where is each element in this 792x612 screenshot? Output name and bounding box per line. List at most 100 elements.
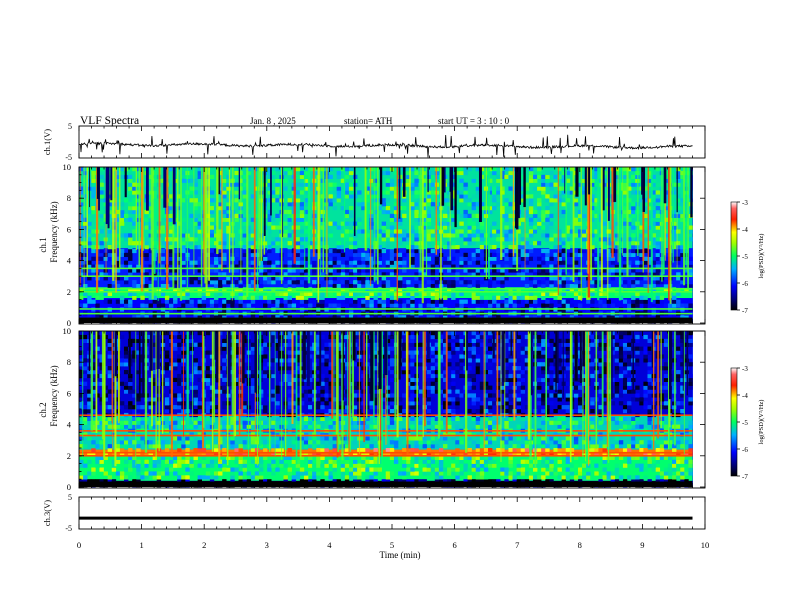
spectrogram-cell	[676, 245, 681, 250]
spectrogram-cell	[328, 248, 333, 254]
spectrogram-cell	[381, 284, 387, 289]
spectrogram-cell	[606, 471, 611, 476]
spectrogram-cell	[111, 424, 117, 429]
spectrogram-cell	[373, 202, 378, 207]
spectrogram-cell	[500, 471, 505, 476]
spectrogram-cell	[353, 463, 358, 468]
spectrogram-cell	[557, 209, 562, 215]
spectrogram-cell	[577, 178, 583, 183]
spectrogram-cell	[549, 284, 554, 289]
spectrogram-cell	[532, 284, 538, 289]
spectrogram-cell	[479, 237, 485, 242]
spectrogram-cell	[393, 229, 399, 234]
spectrogram-cell	[500, 440, 505, 445]
spectrogram-cell	[655, 451, 661, 457]
spectrogram-cell	[582, 475, 587, 480]
spectrogram-cell	[250, 167, 256, 172]
spectrogram-cell	[659, 444, 665, 449]
spectrogram-cell	[573, 436, 579, 441]
spectrogram-cell	[447, 241, 452, 246]
spectrogram-cell	[463, 256, 468, 261]
spectrogram-cell	[565, 217, 571, 222]
spectrogram-cell	[99, 479, 104, 484]
spectrogram-cell	[303, 280, 309, 285]
spectrogram-cell	[181, 315, 186, 320]
spectrogram-cell	[197, 432, 202, 437]
spectrogram-streak	[193, 167, 195, 275]
spectrogram-cell	[447, 260, 452, 265]
spectrogram-cell	[647, 206, 652, 211]
spectrogram-cell	[267, 295, 272, 300]
spectrogram-cell	[291, 303, 297, 308]
spectrogram-cell	[107, 256, 113, 261]
spectrogram-cell	[213, 291, 219, 296]
spectrogram-cell	[524, 225, 530, 230]
spectrogram-cell	[500, 209, 505, 215]
spectrogram-cell	[622, 174, 628, 179]
spectrogram-cell	[128, 303, 133, 308]
spectrogram-cell	[213, 280, 219, 285]
spectrogram-cell	[234, 252, 239, 257]
spectrogram-cell	[99, 174, 104, 179]
spectrogram-cell	[492, 295, 497, 300]
spectrogram-cell	[267, 280, 272, 285]
spectrogram-cell	[500, 170, 505, 176]
spectrogram-cell	[561, 280, 566, 285]
spectrogram-cell	[688, 260, 693, 265]
spectrogram-cell	[365, 190, 370, 195]
spectrogram-cell	[361, 276, 366, 281]
spectrogram-cell	[500, 213, 505, 218]
spectrogram-cell	[569, 448, 575, 453]
spectrogram-cell	[582, 167, 587, 172]
spectrogram-cell	[471, 225, 477, 230]
spectrogram-cell	[635, 260, 640, 265]
spectrogram-cell	[357, 284, 362, 289]
spectrogram-cell	[639, 448, 644, 453]
spectrogram-gap	[449, 167, 452, 192]
spectrogram-cell	[487, 190, 493, 195]
spectrogram-cell	[299, 213, 305, 218]
spectrogram-cell	[295, 248, 301, 254]
spectrogram-cell	[299, 272, 305, 277]
spectrogram-cell	[275, 241, 280, 246]
spectrogram-cell	[614, 440, 620, 445]
spectrogram-cell	[667, 479, 673, 484]
spectrogram-cell	[267, 276, 272, 281]
spectrogram-cell	[561, 209, 566, 215]
spectrogram-cell	[197, 479, 202, 484]
spectrogram-cell	[103, 272, 108, 277]
spectrogram-cell	[369, 213, 374, 218]
spectrogram-cell	[643, 198, 648, 203]
spectrogram-cell	[369, 264, 374, 269]
spectrogram-cell	[132, 186, 137, 191]
spectrogram-cell	[647, 463, 652, 468]
spectrogram-cell	[328, 264, 333, 269]
spectrogram-cell	[193, 190, 198, 195]
spectrogram-cell	[79, 229, 84, 234]
spectrogram-cell	[434, 436, 440, 441]
spectrogram-cell	[238, 299, 243, 304]
spectrogram-cell	[87, 479, 92, 484]
spectrogram-cell	[148, 471, 153, 476]
spectrogram-cell	[545, 217, 550, 222]
spectrogram-cell	[647, 202, 652, 207]
spectrogram-cell	[320, 455, 325, 460]
spectrogram-cell	[557, 295, 562, 300]
spectrogram-cell	[95, 459, 100, 464]
spectrogram-cell	[332, 432, 337, 437]
spectrogram-cell	[606, 268, 611, 273]
spectrogram-cell	[647, 174, 652, 179]
spectrogram-cell	[389, 256, 395, 261]
spectrogram-cell	[614, 268, 620, 273]
spectrogram-line	[79, 267, 693, 270]
spectrogram-cell	[209, 190, 215, 195]
spectrogram-cell	[83, 225, 88, 230]
spectrogram-cell	[643, 451, 648, 457]
spectrogram-cell	[79, 451, 84, 457]
spectrogram-streak	[662, 167, 665, 275]
spectrogram-cell	[434, 295, 440, 300]
spectrogram-cell	[655, 280, 661, 285]
spectrogram-cell	[369, 182, 374, 187]
spectrogram-cell	[381, 248, 387, 254]
spectrogram-cell	[91, 237, 96, 242]
